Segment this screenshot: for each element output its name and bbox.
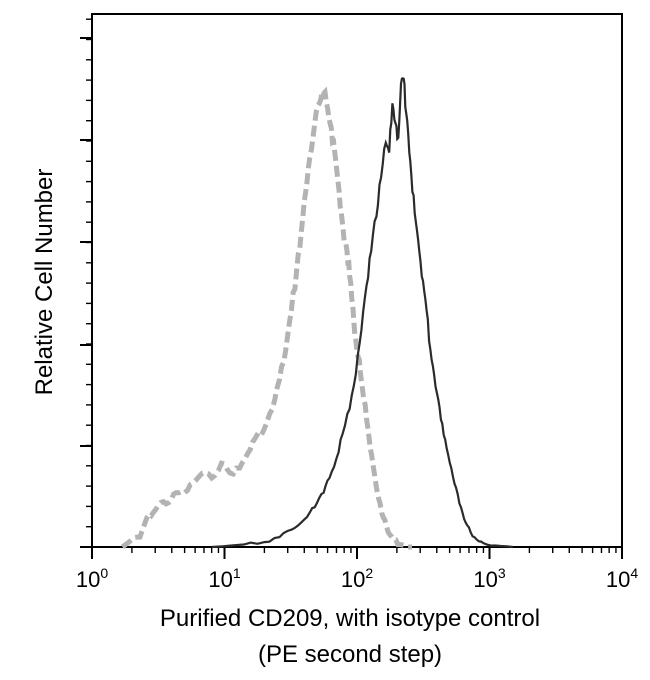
- x-tick-label: 104: [606, 565, 638, 592]
- x-major-ticks: [91, 547, 623, 559]
- x-minor-ticks: [131, 547, 617, 553]
- y-axis-title: Relative Cell Number: [31, 169, 58, 396]
- x-tick-label: 102: [341, 565, 373, 592]
- x-tick-label: 103: [473, 565, 505, 592]
- x-tick-label: 100: [76, 565, 108, 592]
- x-tick-label: 101: [208, 565, 240, 592]
- x-tick-labels: 100 101 102 103 104: [76, 565, 638, 592]
- y-major-ticks: [80, 37, 92, 548]
- x-axis-title-line-2: (PE second step): [258, 641, 442, 668]
- isotype-control-series: [120, 83, 412, 550]
- cd209-series: [211, 77, 513, 549]
- plot-frame: [91, 13, 623, 548]
- series-layer: [120, 77, 513, 550]
- x-axis-title-line-1: Purified CD209, with isotype control: [160, 605, 540, 632]
